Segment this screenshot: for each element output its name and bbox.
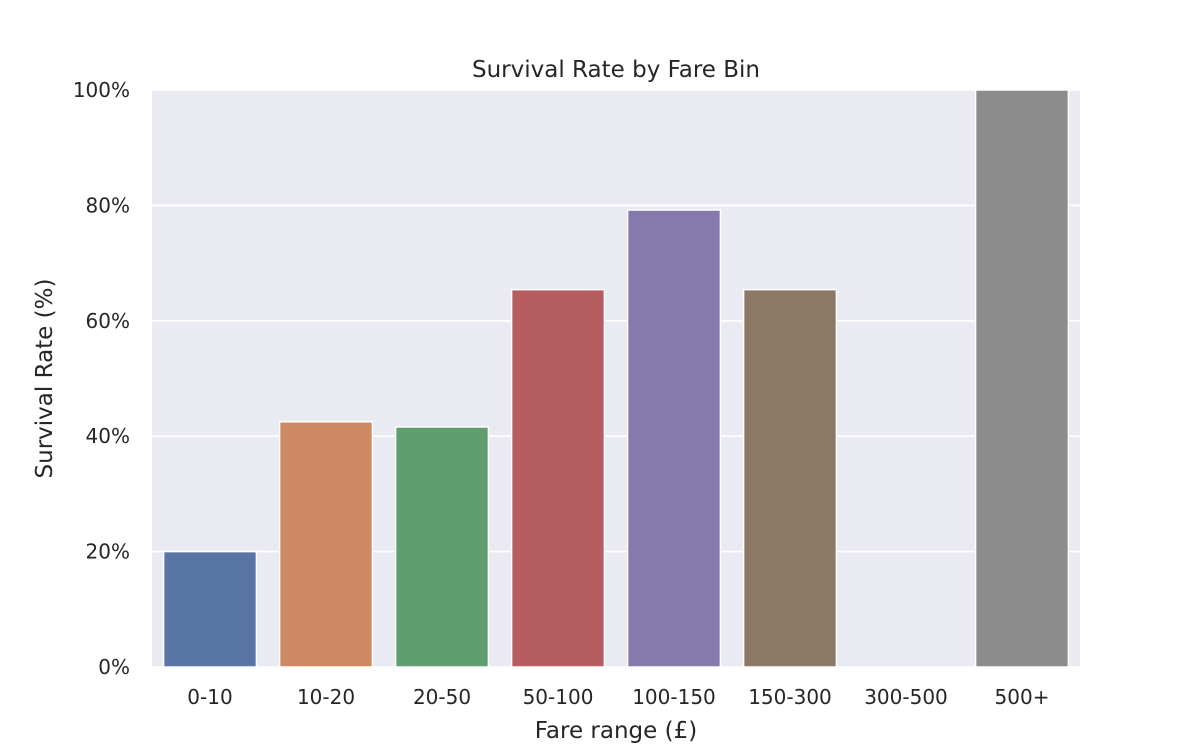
bar-50-100	[510, 288, 606, 668]
y-tick-label: 100%	[73, 78, 130, 102]
bar-500+	[974, 89, 1070, 668]
x-tick-label: 0-10	[187, 685, 232, 709]
x-tick-labels: 0-10 10-20 20-50 50-100 100-150 150-300 300-50…	[187, 685, 1049, 709]
x-tick-label: 100-150	[632, 685, 716, 709]
bars	[162, 89, 1070, 668]
x-tick-label: 500+	[995, 685, 1050, 709]
x-tick-label: 10-20	[297, 685, 355, 709]
y-tick-labels: 0% 20% 40% 60% 80% 100%	[73, 78, 130, 679]
chart-title: Survival Rate by Fare Bin	[472, 57, 760, 83]
y-tick-label: 40%	[86, 424, 130, 448]
x-axis-label: Fare range (£)	[535, 718, 697, 744]
bar-100-150	[626, 209, 722, 668]
y-tick-label: 80%	[86, 193, 130, 217]
y-axis-label: Survival Rate (%)	[32, 279, 58, 479]
bar-150-300	[742, 288, 838, 668]
y-tick-label: 0%	[98, 655, 130, 679]
x-tick-label: 300-500	[864, 685, 948, 709]
x-tick-label: 50-100	[523, 685, 594, 709]
x-tick-label: 150-300	[748, 685, 832, 709]
y-tick-label: 20%	[86, 540, 130, 564]
bar-10-20	[278, 421, 374, 668]
x-tick-label: 20-50	[413, 685, 471, 709]
bar-0-10	[162, 550, 258, 668]
bar-20-50	[394, 426, 490, 668]
y-tick-label: 60%	[86, 309, 130, 333]
